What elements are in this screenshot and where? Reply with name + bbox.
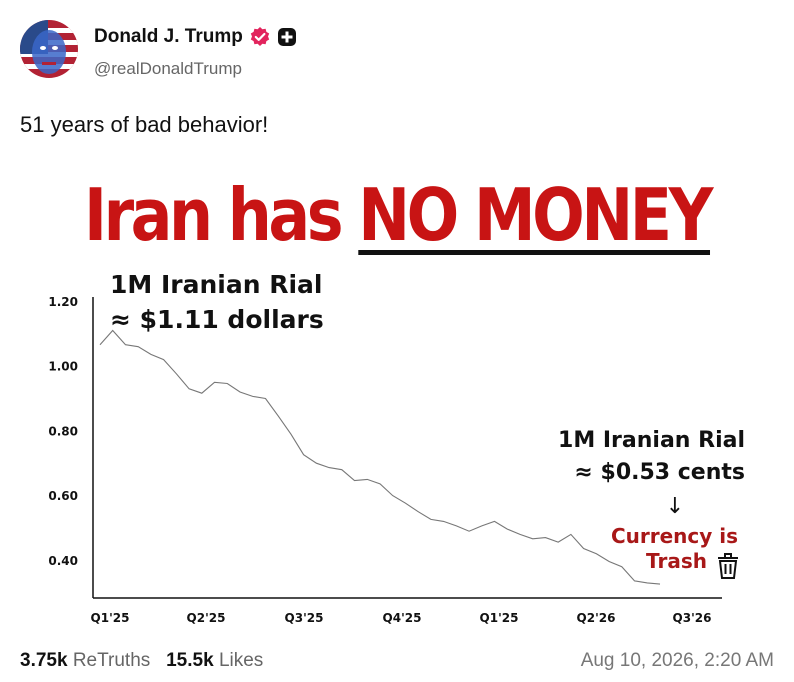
top-callout: 1M Iranian Rial ≈ $1.11 dollars: [110, 270, 324, 334]
retruths-count: 3.75k: [20, 650, 68, 671]
right-callout-line1: 1M Iranian Rial: [558, 428, 745, 453]
likes-label: Likes: [218, 650, 264, 671]
trash-line1: Currency is: [611, 524, 738, 548]
x-tick-label: Q3'26: [673, 611, 712, 625]
y-tick-label: 0.60: [48, 489, 78, 503]
x-tick-label: Q1'25: [91, 611, 130, 625]
y-tick-label: 0.40: [48, 554, 78, 568]
likes-count: 15.5k: [166, 650, 214, 671]
down-arrow: ↓: [666, 494, 684, 519]
top-callout-line1: 1M Iranian Rial: [110, 270, 322, 299]
x-tick-label: Q4'25: [383, 611, 422, 625]
post-timestamp[interactable]: Aug 10, 2026, 2:20 AM: [580, 650, 774, 671]
top-callout-line2: ≈ $1.11 dollars: [110, 305, 324, 334]
headline-prefix: Iran has: [83, 173, 359, 257]
right-callout-line2: ≈ $0.53 cents: [574, 460, 745, 485]
likes-stat[interactable]: 15.5k Likes: [166, 650, 263, 671]
engagement-stats: 3.75k ReTruths 15.5k Likes: [20, 650, 263, 672]
avatar-image: [20, 20, 78, 78]
plus-badge-icon: [277, 28, 296, 46]
y-tick-label: 0.80: [48, 424, 78, 438]
trash-can-icon: [718, 553, 738, 579]
headline-highlight: NO MONEY: [358, 173, 713, 257]
chart-axes: [92, 297, 722, 599]
rial-chart: 1.20 1.00 0.80 0.60 0.40 Q1'25 Q2'25 Q3'25 Q4'2…: [48, 270, 745, 625]
right-callout: 1M Iranian Rial ≈ $0.53 cents ↓: [558, 428, 745, 519]
y-tick-labels: 1.20 1.00 0.80 0.60 0.40: [48, 295, 78, 568]
y-tick-label: 1.00: [48, 360, 78, 374]
x-tick-label: Q1'25: [480, 611, 519, 625]
x-tick-label: Q3'25: [285, 611, 324, 625]
retruths-label: ReTruths: [72, 650, 151, 671]
y-tick-label: 1.20: [48, 295, 78, 309]
trash-callout: Currency is Trash: [611, 524, 738, 579]
avatar[interactable]: [20, 20, 78, 78]
x-tick-label: Q2'26: [577, 611, 616, 625]
name-row: Donald J. Trump: [94, 26, 297, 48]
series-line: [99, 329, 661, 585]
x-tick-labels: Q1'25 Q2'25 Q3'25 Q4'25 Q1'25 Q2'26 Q3'26: [91, 611, 712, 625]
verified-badge-icon: [250, 27, 270, 46]
retruths-stat[interactable]: 3.75k ReTruths: [20, 650, 150, 671]
post-text: 51 years of bad behavior!: [20, 112, 269, 137]
user-handle[interactable]: @realDonaldTrump: [94, 59, 242, 78]
x-tick-label: Q2'25: [187, 611, 226, 625]
graphic-headline: Iran has NO MONEY: [56, 172, 739, 258]
display-name[interactable]: Donald J. Trump: [94, 26, 243, 47]
trash-line2: Trash: [646, 549, 707, 573]
